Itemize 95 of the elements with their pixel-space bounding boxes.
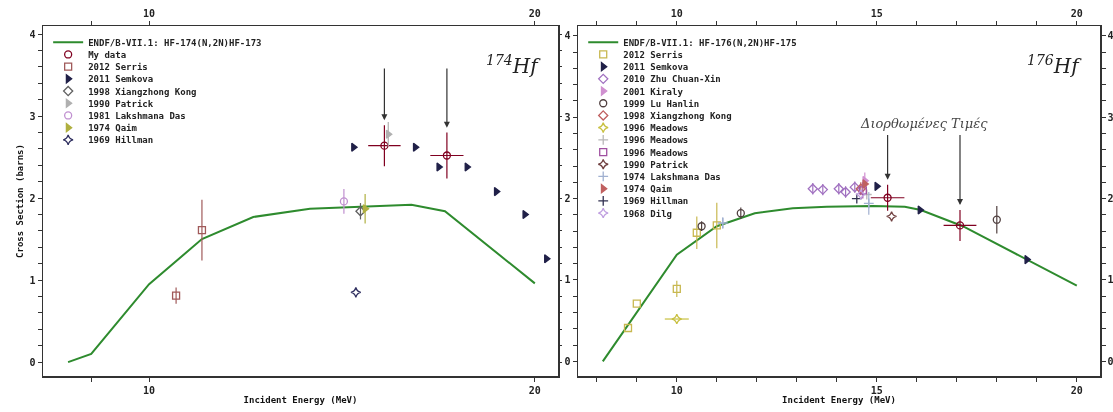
legend-label: 1974 Lakshmana Das [623, 171, 721, 182]
x-axis-title: Incident Energy (MeV) [782, 395, 896, 406]
legend-label: 2012 Serris [623, 49, 683, 60]
point [442, 151, 452, 160]
point [412, 142, 420, 152]
point [840, 186, 851, 198]
annotation: Διορθωμένες Τιμές [860, 116, 989, 131]
point [855, 188, 867, 201]
legend-label: 1996 Meadows [623, 123, 689, 134]
point [464, 162, 472, 172]
x2-tick-label: 10 [143, 384, 156, 396]
point [672, 284, 681, 294]
x2-tick-label: 20 [1070, 384, 1083, 396]
legend-label: 1999 Lu Hanlin [623, 98, 700, 109]
point [736, 209, 745, 218]
point [863, 197, 875, 209]
point [671, 313, 683, 325]
y-tick-label: 2 [29, 192, 36, 204]
point [380, 141, 389, 150]
y-tick-label: 1 [564, 274, 571, 286]
point [807, 183, 818, 194]
point [717, 217, 729, 229]
point [862, 179, 869, 189]
y-axis-title: Cross Section (barns) [15, 144, 26, 258]
point [697, 222, 706, 231]
point [849, 181, 860, 193]
legend-label: 2010 Zhu Chuan-Xin [623, 74, 721, 85]
legend-label: 2001 Kiraly [623, 86, 684, 97]
annotation: $^{174}$Hf [486, 52, 542, 79]
legend-label: 1969 Hillman [623, 196, 689, 207]
point [171, 291, 181, 300]
point [385, 129, 393, 139]
legend-label: 1969 Hillman [88, 135, 154, 146]
legend-label: 1998 Xiangzhong Kong [88, 86, 197, 97]
point [623, 323, 633, 333]
y-tick-label: 0 [29, 356, 36, 368]
annotation: $^{176}$Hf [1027, 52, 1083, 79]
y-tick-label: 4 [29, 28, 36, 40]
point [632, 299, 641, 308]
y2-tick-label: 4 [1107, 30, 1113, 42]
line-series [67, 203, 536, 364]
point [883, 193, 892, 202]
y2-tick-label: 1 [1107, 274, 1113, 286]
point [197, 225, 207, 235]
point [886, 210, 898, 223]
legend-label: My data [88, 49, 127, 60]
legend-label: 1974 Qaim [623, 184, 673, 195]
x-tick-label: 10 [143, 7, 156, 19]
point [955, 221, 965, 230]
point [339, 197, 349, 206]
point [355, 206, 366, 217]
point [350, 286, 362, 298]
x-tick-label: 15 [870, 7, 883, 19]
legend-label: 1968 Dilg [623, 208, 672, 219]
y-tick-label: 1 [29, 274, 36, 286]
legend-label: ENDF/B-VII.1: HF-176(N,2N)HF-175 [623, 37, 797, 48]
y-tick-label: 3 [564, 111, 571, 123]
y-tick-label: 4 [564, 30, 571, 42]
point [544, 254, 551, 264]
point [351, 142, 358, 152]
x-tick-label: 20 [1070, 7, 1083, 19]
legend-label: 1996 Meadows [623, 135, 689, 146]
x2-tick-label: 20 [528, 384, 541, 396]
legend-label: 1990 Patrick [88, 98, 154, 109]
legend-label: 1998 Xiangzhong Kong [623, 110, 732, 121]
y2-tick-label: 3 [1107, 111, 1113, 123]
point [817, 184, 828, 195]
line-series [601, 204, 1078, 363]
legend-label: 1981 Lakshmana Das [88, 110, 186, 121]
y-tick-label: 0 [564, 355, 571, 367]
x-axis-title: Incident Energy (MeV) [243, 395, 358, 406]
point [851, 193, 863, 205]
y2-tick-label: 2 [1107, 193, 1113, 205]
legend-label: ENDF/B-VII.1: HF-174(N,2N)HF-173 [88, 37, 262, 48]
y-tick-label: 2 [564, 193, 571, 205]
point [362, 204, 370, 214]
legend-label: 1974 Qaim [88, 123, 138, 134]
legend-label: 2011 Semkova [88, 74, 154, 85]
point [436, 162, 443, 172]
legend-label: 1990 Patrick [623, 159, 689, 170]
point [692, 228, 701, 237]
point [493, 186, 501, 197]
x2-tick-label: 10 [670, 384, 683, 396]
point [992, 215, 1001, 224]
legend-label: 2012 Serris [88, 62, 148, 73]
x-tick-label: 20 [528, 7, 541, 19]
legend-label: 1996 Meadows [623, 147, 689, 158]
y-tick-label: 3 [29, 110, 36, 122]
point [712, 221, 721, 230]
point [833, 183, 844, 194]
x-tick-label: 10 [670, 7, 683, 19]
legend-label: 2011 Semkova [623, 62, 689, 73]
y2-tick-label: 0 [1107, 355, 1113, 367]
x2-tick-label: 15 [870, 384, 883, 396]
point [917, 205, 925, 215]
